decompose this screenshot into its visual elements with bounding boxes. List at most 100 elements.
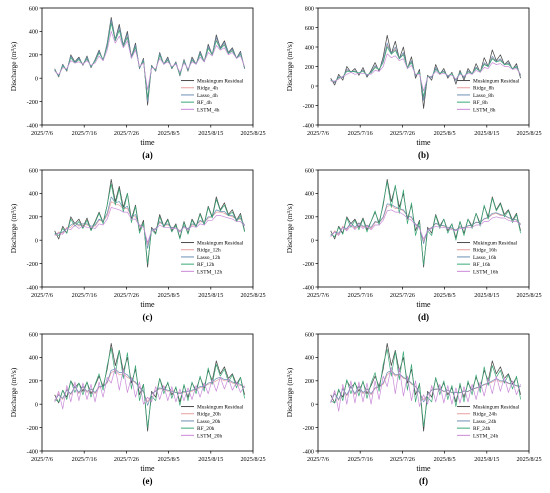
y-tick-label: 0 — [35, 76, 38, 83]
y-tick-label: 200 — [305, 378, 314, 385]
y-tick-label: 0 — [311, 83, 314, 90]
panel-label: (c) — [143, 312, 153, 322]
x-tick-label: 2025/7/26 — [390, 292, 415, 299]
legend-label-rf: RF_4h — [197, 100, 212, 106]
y-tick-label: 200 — [305, 214, 314, 221]
x-tick-label: 2025/8/5 — [434, 130, 456, 137]
legend-label-muskingum: Muskingum Residual — [473, 405, 520, 411]
y-tick-label: 0 — [35, 238, 38, 245]
x-tick-label: 2025/7/26 — [114, 456, 139, 463]
x-tick-label: 2025/7/16 — [348, 130, 373, 137]
x-tick-label: 2025/8/25 — [240, 456, 265, 463]
x-axis-label: time — [416, 464, 431, 473]
y-tick-label: -200 — [27, 425, 38, 432]
legend-label-muskingum: Muskingum Residual — [197, 241, 244, 247]
legend-label-muskingum: Mukingum Residual — [473, 241, 518, 247]
x-tick-label: 2025/8/5 — [158, 130, 180, 137]
x-tick-label: 2025/8/15 — [198, 292, 223, 299]
series-line-ridge — [54, 369, 245, 403]
panel-label: (b) — [418, 150, 429, 160]
x-tick-label: 2025/7/26 — [390, 456, 415, 463]
y-tick-label: -200 — [27, 99, 38, 106]
y-tick-label: 200 — [29, 52, 38, 59]
plot-frame — [41, 169, 254, 288]
x-tick-label: 2025/8/15 — [474, 456, 499, 463]
panel-label: (f) — [419, 476, 428, 486]
y-tick-label: -400 — [303, 284, 314, 291]
y-tick-label: -400 — [27, 284, 38, 291]
y-tick-label: 600 — [305, 25, 314, 32]
series-line-lstm — [54, 31, 245, 91]
x-tick-label: 2025/8/25 — [516, 292, 541, 299]
legend-label-lasso: Lasso_24h — [473, 419, 497, 425]
legend-label-ridge: Ridge_12h — [197, 248, 221, 254]
x-tick-label: 2025/8/5 — [434, 292, 456, 299]
legend-label-muskingum: Muskingum Residual — [197, 405, 244, 411]
panel-d: -400 -200 0 200 400 600 2025/7/6 2025/7/16 2025/… — [285, 167, 542, 322]
x-tick-label: 2025/8/15 — [198, 130, 223, 137]
series-line-rf — [54, 183, 245, 264]
legend-label-rf: RF_20h — [197, 426, 215, 432]
plot-frame — [317, 333, 530, 452]
x-axis-label: time — [140, 138, 155, 147]
y-tick-label: 600 — [305, 331, 314, 338]
y-tick-label: -400 — [27, 448, 38, 455]
y-tick-label: 400 — [29, 355, 38, 362]
y-tick-label: 400 — [305, 191, 314, 198]
x-tick-label: 2025/8/5 — [158, 456, 180, 463]
x-axis-label: time — [416, 300, 431, 309]
y-axis-label: Discharge (m³/s) — [285, 203, 294, 253]
series-line-lstm — [54, 207, 245, 243]
x-axis-label: time — [416, 138, 431, 147]
x-tick-label: 2025/7/16 — [72, 130, 97, 137]
x-tick-label: 2025/7/16 — [348, 292, 373, 299]
legend-label-lasso: Lasso_8h — [473, 93, 494, 99]
y-tick-label: -400 — [27, 122, 38, 129]
legend-label-muskingum: Muskingum Residual — [197, 79, 244, 85]
plot-frame — [317, 169, 530, 288]
y-tick-label: 800 — [305, 5, 314, 12]
legend-label-rf: RF_24h — [473, 426, 491, 432]
legend-label-rf: RF_12h — [197, 262, 215, 268]
y-axis-label: Discharge (m³/s) — [285, 367, 294, 417]
x-tick-label: 2025/7/26 — [390, 130, 415, 137]
panel-c: -400 -200 0 200 400 600 2025/7/6 2025/7/16 2025/… — [9, 167, 266, 322]
y-tick-label: 600 — [29, 167, 38, 174]
x-tick-label: 2025/8/15 — [474, 292, 499, 299]
panel-f: -400 -200 0 200 400 600 2025/7/6 2025/7/16 2025/… — [285, 331, 542, 486]
y-tick-label: 600 — [29, 5, 38, 12]
x-tick-label: 2025/7/6 — [31, 456, 53, 463]
y-tick-label: 400 — [305, 44, 314, 51]
panel-e: -400 -200 0 200 400 600 2025/7/6 2025/7/16 2025/… — [9, 331, 266, 486]
x-tick-label: 2025/7/6 — [31, 130, 53, 137]
legend-label-muskingum: Muskingum Residual — [473, 79, 520, 85]
x-tick-label: 2025/8/15 — [474, 130, 499, 137]
x-tick-label: 2025/7/26 — [114, 130, 139, 137]
series-line-rf — [330, 46, 521, 98]
legend-label-lstm: LSTM_8h — [473, 107, 496, 113]
y-tick-label: -200 — [303, 425, 314, 432]
x-axis-label: time — [140, 464, 155, 473]
x-tick-label: 2025/8/5 — [434, 456, 456, 463]
x-axis-label: time — [140, 300, 155, 309]
panel-label: (d) — [418, 312, 429, 322]
legend-label-ridge: Ridge_20h — [197, 412, 221, 418]
panel-label: (a) — [142, 150, 153, 160]
panel-b: -400 -200 0 200 400 600 800 2025/7/6 2025/7/16 20… — [285, 5, 542, 160]
panel-label: (e) — [143, 476, 153, 486]
x-tick-label: 2025/7/6 — [307, 130, 329, 137]
legend-label-lstm: LSTM_12h — [197, 269, 222, 275]
y-axis-label: Discharge (m³/s) — [285, 41, 294, 91]
legend-label-ridge: Ridge_16h — [473, 248, 497, 254]
y-tick-label: 200 — [305, 64, 314, 71]
y-tick-label: 400 — [29, 29, 38, 36]
y-axis-label: Discharge (m³/s) — [9, 367, 18, 417]
legend-label-rf: RF_16h — [473, 262, 491, 268]
x-tick-label: 2025/8/25 — [516, 456, 541, 463]
x-tick-label: 2025/7/26 — [114, 292, 139, 299]
y-axis-label: Discharge (m³/s) — [9, 203, 18, 253]
series-line-muskingum — [54, 179, 245, 268]
series-line-lstm — [330, 209, 521, 240]
legend-label-ridge: Ridge_8h — [473, 86, 494, 92]
